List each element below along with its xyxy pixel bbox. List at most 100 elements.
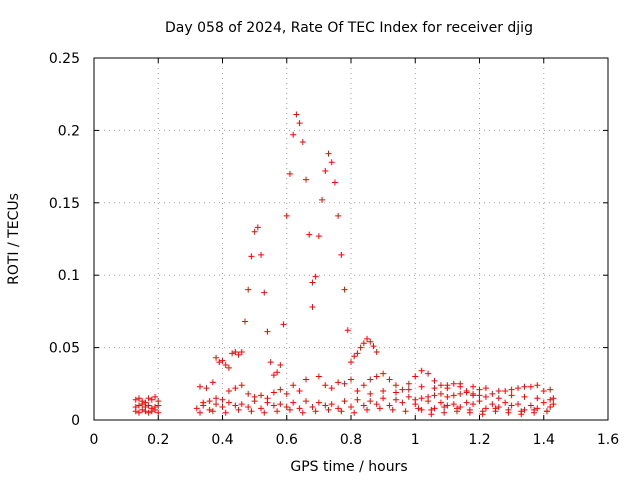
data-point <box>290 131 297 138</box>
data-point <box>322 402 329 409</box>
data-point <box>152 393 159 400</box>
data-point <box>357 344 364 351</box>
data-point <box>348 359 354 366</box>
data-point <box>367 390 374 397</box>
data-point <box>335 379 342 386</box>
data-point <box>515 401 522 408</box>
data-point <box>274 369 281 376</box>
data-point <box>547 396 554 403</box>
data-point <box>370 343 377 350</box>
data-point <box>527 383 534 390</box>
data-points <box>132 111 557 418</box>
data-point <box>392 396 399 403</box>
data-point <box>360 340 367 347</box>
data-point <box>132 408 139 415</box>
data-point <box>502 388 509 395</box>
data-point <box>277 401 284 408</box>
data-point <box>534 382 541 389</box>
data-point <box>315 233 322 240</box>
y-tick-label: 0.1 <box>58 268 80 284</box>
data-point <box>135 402 142 409</box>
data-point <box>325 150 332 157</box>
data-point <box>457 403 464 410</box>
data-point <box>235 351 242 358</box>
data-point <box>145 395 152 402</box>
data-point <box>521 383 528 390</box>
data-point <box>328 385 335 392</box>
data-point <box>206 406 213 413</box>
data-point <box>547 403 554 410</box>
data-point <box>225 399 232 406</box>
data-point <box>402 408 409 415</box>
data-point <box>270 389 277 396</box>
data-point <box>155 402 162 409</box>
data-point <box>470 390 477 397</box>
data-point <box>428 411 435 418</box>
data-point <box>534 405 541 412</box>
data-point <box>258 392 265 399</box>
data-point <box>360 402 367 409</box>
data-point <box>274 408 281 415</box>
data-point <box>354 388 361 395</box>
x-tick-label: 1 <box>411 432 420 448</box>
data-point <box>425 370 432 377</box>
data-point <box>328 159 335 166</box>
data-point <box>508 386 515 393</box>
data-point <box>364 406 371 413</box>
data-point <box>299 409 306 416</box>
data-point <box>518 411 525 418</box>
data-point <box>303 176 310 183</box>
data-point <box>463 389 470 396</box>
data-point <box>392 382 399 389</box>
data-point <box>534 395 541 402</box>
data-point <box>335 212 342 219</box>
data-point <box>152 406 159 413</box>
data-point <box>338 251 345 258</box>
data-point <box>354 396 361 403</box>
data-point <box>515 385 522 392</box>
data-point <box>219 396 226 403</box>
data-point <box>418 406 425 413</box>
data-point <box>476 392 483 399</box>
data-point <box>431 392 438 399</box>
data-point <box>351 409 358 416</box>
data-point <box>527 402 534 409</box>
data-point <box>367 338 374 345</box>
data-point <box>335 405 342 412</box>
data-point <box>232 385 239 392</box>
data-point <box>325 406 332 413</box>
data-point <box>322 382 329 389</box>
data-point <box>200 402 207 409</box>
data-point <box>479 411 486 418</box>
data-point <box>344 327 351 334</box>
data-point <box>380 395 387 402</box>
data-point <box>277 386 284 393</box>
x-tick-label: 0 <box>90 432 99 448</box>
data-point <box>341 286 348 293</box>
data-point <box>213 401 220 408</box>
data-point <box>476 398 483 405</box>
data-point <box>547 386 554 393</box>
data-point <box>457 380 464 387</box>
data-point <box>482 405 489 412</box>
data-point <box>376 405 383 412</box>
data-point <box>251 228 258 235</box>
data-point <box>283 403 290 410</box>
data-point <box>380 388 387 395</box>
data-point <box>303 398 310 405</box>
data-point <box>454 408 461 415</box>
data-point <box>222 409 229 416</box>
data-point <box>441 409 448 416</box>
data-point <box>386 402 393 409</box>
data-point <box>367 398 374 405</box>
chart-title: Day 058 of 2024, Rate Of TEC Index for r… <box>165 20 533 36</box>
data-point <box>319 196 326 203</box>
data-point <box>431 377 438 384</box>
data-point <box>348 376 354 383</box>
y-tick-label: 0.25 <box>49 51 80 67</box>
data-point <box>437 399 444 406</box>
y-axis: 0 0.05 0.1 0.15 0.2 0.25 <box>49 51 608 429</box>
data-point <box>225 388 232 395</box>
data-point <box>261 289 268 296</box>
data-point <box>267 359 274 366</box>
